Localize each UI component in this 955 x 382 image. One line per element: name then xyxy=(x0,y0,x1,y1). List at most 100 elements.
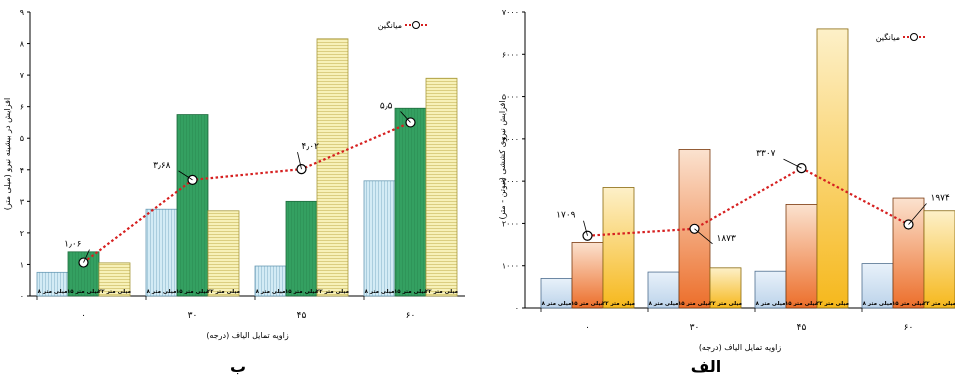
legend-swatch-marker xyxy=(910,33,918,41)
bar-series-label: ۱۵ میلی متر xyxy=(571,301,604,307)
legend-swatch-marker xyxy=(412,21,420,29)
x-tick-label: ۴۵ xyxy=(797,323,807,333)
average-label: ۱۸۷۳ xyxy=(717,234,737,244)
bar-series-label: ۲۲ میلی متر xyxy=(923,301,955,307)
average-line xyxy=(82,121,411,264)
y-axis-label: افزایش در بیشینه نیرو (میلی متر) xyxy=(3,98,12,210)
bar xyxy=(425,77,458,297)
bar xyxy=(602,187,635,309)
y-tick-label: ۷۰۰۰ xyxy=(502,8,519,17)
average-leader xyxy=(297,152,302,170)
bar-series-label: ۱۵ میلی متر xyxy=(785,301,818,307)
legend-label: میانگین xyxy=(876,32,900,42)
legend-label: میانگین xyxy=(378,20,402,30)
bar xyxy=(207,210,240,297)
x-tick-label: ۴۵ xyxy=(297,311,307,321)
bar-series-label: ۱۵ میلی متر xyxy=(285,289,318,295)
y-tick-label: ۱۰۰۰ xyxy=(502,262,519,271)
y-tick-label: ۴۰۰۰ xyxy=(502,135,519,144)
average-label: ۵٫۵ xyxy=(380,101,393,111)
bar-series-label: ۸ میلی متر xyxy=(256,289,286,295)
bar xyxy=(285,200,318,297)
bar-series-label: ۱۵ میلی متر xyxy=(394,289,427,295)
x-tick-label: ۰ xyxy=(585,323,590,333)
chart-panel-alef: ۰ ۱۰۰۰ ۲۰۰۰ ۳۰۰۰ ۴۰۰۰ ۵۰۰۰ ۶۰۰۰ ۷۰۰۰ افزایش نیرو… xyxy=(498,8,955,376)
bar xyxy=(316,38,349,297)
y-tick-label: ۶ xyxy=(20,103,24,112)
bar-series-label: ۲۲ میلی متر xyxy=(816,301,849,307)
bar-series-label: ۲۲ میلی متر xyxy=(709,301,742,307)
y-tick-label: ۷ xyxy=(20,71,25,80)
panel-label: الف xyxy=(691,357,722,376)
bar xyxy=(571,242,604,309)
bar-series-label: ۲۲ میلی متر xyxy=(425,289,458,295)
bar-series-label: ۲۲ میلی متر xyxy=(98,289,131,295)
bar-series-label: ۸ میلی متر xyxy=(147,289,177,295)
bar-series-label: ۸ میلی متر xyxy=(756,301,786,307)
bar-series-label: ۲۲ میلی متر xyxy=(316,289,349,295)
bar xyxy=(254,265,287,297)
bar xyxy=(647,271,680,309)
bar-series-label: ۸ میلی متر xyxy=(542,301,572,307)
average-leader xyxy=(908,203,927,225)
y-tick-label: ۹ xyxy=(20,8,24,17)
x-tick-label: ۰ xyxy=(81,311,86,321)
x-tick-label: ۳۰ xyxy=(188,311,198,321)
y-tick-label: ۵۰۰۰ xyxy=(502,93,519,102)
bar-series-label: ۸ میلی متر xyxy=(649,301,679,307)
average-label: ۳٫۶۸ xyxy=(153,161,171,171)
bar xyxy=(816,28,849,309)
y-tick-label: ۰ xyxy=(515,304,519,313)
bar-series-label: ۱۵ میلی متر xyxy=(678,301,711,307)
bar xyxy=(709,267,742,309)
bar-series-label: ۲۲ میلی متر xyxy=(602,301,635,307)
average-leader xyxy=(694,228,713,245)
y-tick-label: ۰ xyxy=(20,292,24,301)
bar-series-label: ۱۵ میلی متر xyxy=(67,289,100,295)
y-tick-label: ۸ xyxy=(20,40,25,49)
bar-series-label: ۸ میلی متر xyxy=(38,289,68,295)
average-leader xyxy=(783,158,802,169)
average-label: ۳۳۰۷ xyxy=(756,149,776,159)
bar-series-label: ۱۵ میلی متر xyxy=(892,301,925,307)
bar xyxy=(861,263,894,309)
average-label: ۱٫۰۶ xyxy=(64,240,82,250)
legend: میانگین xyxy=(876,32,925,42)
bar xyxy=(363,180,396,297)
bar-series-label: ۸ میلی متر xyxy=(863,301,893,307)
bar xyxy=(98,262,131,297)
y-tick-label: ۶۰۰۰ xyxy=(502,50,519,59)
average-leader xyxy=(83,249,90,263)
bar xyxy=(145,208,178,297)
average-leader xyxy=(178,170,193,181)
panel-label: ب xyxy=(230,357,246,376)
y-tick-label: ۱ xyxy=(20,260,24,269)
y-tick-label: ۳ xyxy=(20,197,25,206)
average-leader xyxy=(583,220,588,236)
average-label: ۱۹۷۴ xyxy=(931,194,951,204)
bar xyxy=(754,270,787,309)
y-tick-label: ۵ xyxy=(20,134,24,143)
bar xyxy=(540,277,573,309)
y-tick-label: ۲۰۰۰ xyxy=(502,219,519,228)
bar xyxy=(892,197,925,309)
bar xyxy=(785,203,818,309)
bar-series-label: ۱۵ میلی متر xyxy=(176,289,209,295)
bar-series-label: ۲۲ میلی متر xyxy=(207,289,240,295)
y-tick-label: ۴ xyxy=(20,166,24,175)
average-label: ۱۷۰۹ xyxy=(556,211,576,221)
bar xyxy=(176,114,209,297)
average-leader xyxy=(400,111,411,123)
average-line xyxy=(587,166,910,237)
y-tick-label: ۲ xyxy=(20,229,24,238)
x-tick-label: ۶۰ xyxy=(904,323,914,333)
y-tick-label: ۳۰۰۰ xyxy=(502,177,519,186)
y-axis-label: افزایش نیروی کششی (نیوتن - متر) xyxy=(498,100,507,219)
average-label: ۴٫۰۲ xyxy=(302,142,320,152)
x-axis-label: زاویه تمایل الیاف (درجه) xyxy=(699,343,782,352)
bar xyxy=(394,107,427,297)
x-axis-label: زاویه تمایل الیاف (درجه) xyxy=(206,331,289,340)
